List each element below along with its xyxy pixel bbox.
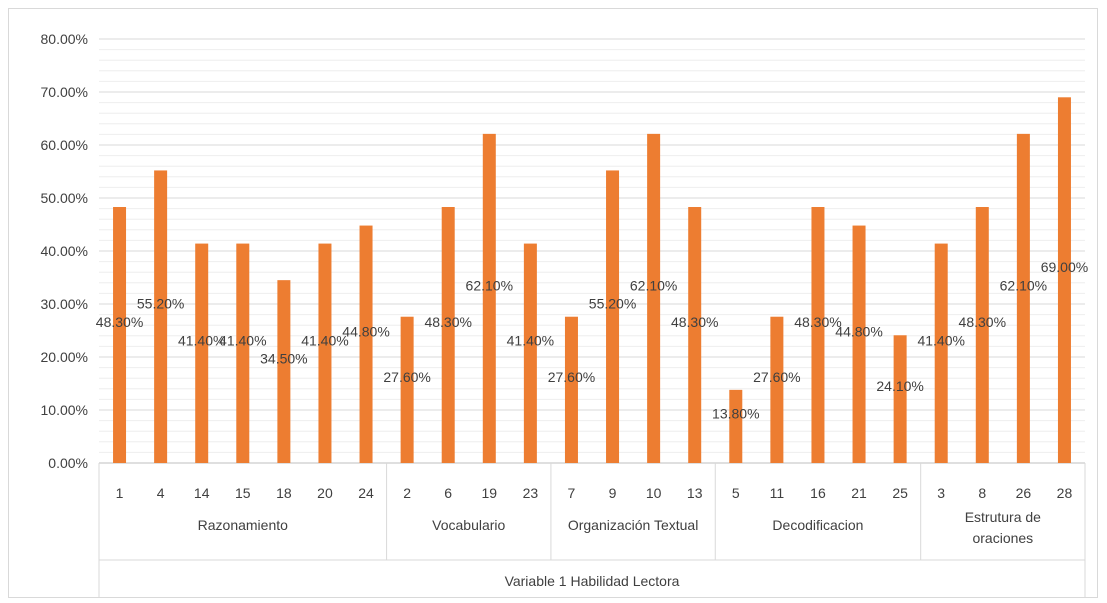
x-tick-label: 15 — [235, 485, 251, 501]
x-tick-label: 16 — [810, 485, 826, 501]
data-label: 41.40% — [219, 332, 266, 348]
x-tick-label: 14 — [194, 485, 210, 501]
x-tick-label: 26 — [1016, 485, 1032, 501]
data-label: 48.30% — [96, 314, 143, 330]
bar — [893, 335, 907, 463]
bar — [564, 316, 578, 463]
y-tick-label: 70.00% — [41, 84, 88, 100]
data-label: 44.80% — [342, 323, 389, 339]
y-tick-label: 0.00% — [48, 455, 88, 471]
bar — [318, 243, 332, 463]
group-label: Razonamiento — [198, 517, 288, 533]
data-label: 41.40% — [178, 332, 225, 348]
x-tick-label: 3 — [937, 485, 945, 501]
data-label: 44.80% — [835, 323, 882, 339]
bar — [523, 243, 537, 463]
bar — [1016, 133, 1030, 463]
bar — [729, 389, 743, 463]
group-label: Organización Textual — [568, 517, 698, 533]
bar — [154, 170, 168, 463]
x-tick-label: 28 — [1057, 485, 1073, 501]
bar — [236, 243, 250, 463]
bar — [647, 133, 661, 463]
data-label: 69.00% — [1041, 259, 1088, 275]
data-label: 48.30% — [671, 314, 718, 330]
data-label: 62.10% — [1000, 277, 1047, 293]
group-label: Vocabulario — [432, 517, 505, 533]
y-tick-label: 20.00% — [41, 349, 88, 365]
data-label: 41.40% — [917, 332, 964, 348]
x-tick-label: 1 — [116, 485, 124, 501]
bar — [195, 243, 209, 463]
bar — [277, 280, 291, 463]
y-tick-label: 50.00% — [41, 190, 88, 206]
data-label: 27.60% — [753, 369, 800, 385]
x-tick-label: 11 — [770, 485, 785, 501]
bar — [441, 207, 455, 463]
bar — [811, 207, 825, 463]
x-tick-label: 8 — [978, 485, 986, 501]
data-label: 62.10% — [466, 277, 513, 293]
x-tick-label: 9 — [609, 485, 617, 501]
y-tick-label: 80.00% — [41, 31, 88, 47]
data-label: 27.60% — [383, 369, 430, 385]
x-tick-label: 6 — [444, 485, 452, 501]
bar — [359, 225, 373, 463]
data-label: 24.10% — [876, 378, 923, 394]
x-tick-label: 18 — [276, 485, 292, 501]
bar — [482, 133, 496, 463]
data-label: 27.60% — [548, 369, 595, 385]
group-label: oraciones — [972, 530, 1033, 546]
x-tick-label: 23 — [523, 485, 539, 501]
data-label: 48.30% — [794, 314, 841, 330]
data-label: 41.40% — [507, 332, 554, 348]
bar — [770, 316, 784, 463]
x-tick-label: 2 — [403, 485, 411, 501]
group-label: Estrutura de — [965, 509, 1041, 525]
data-label: 34.50% — [260, 351, 307, 367]
data-label: 55.20% — [589, 296, 636, 312]
bar — [688, 207, 702, 463]
data-label: 62.10% — [630, 277, 677, 293]
data-label: 13.80% — [712, 405, 759, 421]
data-label: 48.30% — [424, 314, 471, 330]
bar — [852, 225, 866, 463]
x-tick-label: 4 — [157, 485, 165, 501]
bar — [400, 316, 414, 463]
data-label: 41.40% — [301, 332, 348, 348]
data-label: 55.20% — [137, 296, 184, 312]
group-label: Decodificacion — [772, 517, 863, 533]
x-axis-title: Variable 1 Habilidad Lectora — [505, 573, 680, 589]
bar — [934, 243, 948, 463]
x-tick-label: 19 — [482, 485, 498, 501]
x-tick-label: 13 — [687, 485, 703, 501]
x-tick-label: 24 — [358, 485, 374, 501]
bar — [975, 207, 989, 463]
x-tick-label: 5 — [732, 485, 740, 501]
chart-area — [8, 8, 1098, 598]
y-tick-label: 40.00% — [41, 243, 88, 259]
x-tick-label: 25 — [892, 485, 908, 501]
bar — [606, 170, 620, 463]
y-tick-label: 30.00% — [41, 296, 88, 312]
y-tick-label: 60.00% — [41, 137, 88, 153]
x-tick-label: 7 — [568, 485, 576, 501]
x-tick-label: 21 — [851, 485, 867, 501]
x-tick-label: 10 — [646, 485, 662, 501]
y-tick-label: 10.00% — [41, 402, 88, 418]
bar — [113, 207, 127, 463]
x-tick-label: 20 — [317, 485, 333, 501]
data-label: 48.30% — [959, 314, 1006, 330]
bar — [1057, 97, 1071, 464]
